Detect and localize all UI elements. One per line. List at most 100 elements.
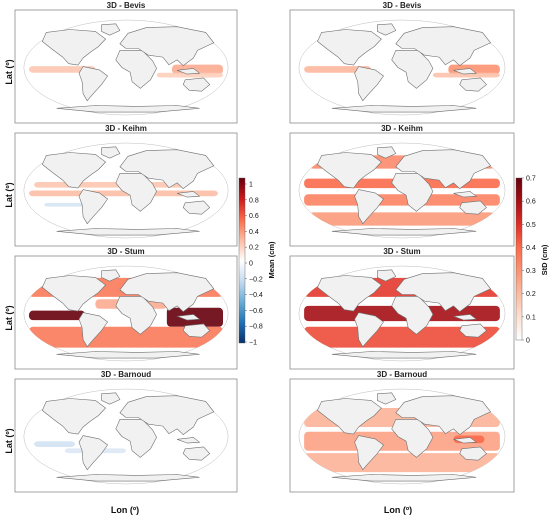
panel-1-std-greenland xyxy=(376,23,397,36)
panel-4-std: 3D - Barnoud xyxy=(289,370,515,493)
panel-3-mean-north-america xyxy=(41,275,107,312)
std-colorbar-tick-label: 0.1 xyxy=(526,314,536,321)
panel-4-std-eurasia xyxy=(395,395,492,435)
panel-3-mean-africa xyxy=(115,296,157,335)
panel-2-mean-title: 3D - Keihm xyxy=(105,124,147,133)
y-axis-label-row-4: Lat (º) xyxy=(4,428,14,453)
panel-2-mean-band-3 xyxy=(44,202,86,207)
std-colorbar-label: StD (cm) xyxy=(540,244,549,275)
panel-1-mean-australia xyxy=(182,77,211,92)
panel-3-std-south-america xyxy=(354,312,384,348)
panel-1-mean-band-3 xyxy=(156,72,224,78)
panel-1-mean-title: 3D - Bevis xyxy=(107,1,146,10)
x-axis-label-left: Lon (º) xyxy=(111,505,139,515)
panel-3-mean-australia xyxy=(182,323,211,338)
panel-2-mean-band-1 xyxy=(34,181,188,188)
panel-4-std-greenland xyxy=(376,392,397,405)
panel-1-std-antarctica xyxy=(331,105,477,113)
panel-4-std-north-america xyxy=(317,398,382,435)
panel-3-mean-south-america xyxy=(78,312,109,348)
panel-1-std-title: 3D - Bevis xyxy=(383,1,422,10)
panel-1-std-north-america xyxy=(317,29,382,66)
panel-grid: 3D - Bevis 3D - Bevis 3D - Keihm 3D - Keihm… xyxy=(14,1,515,493)
panel-2-mean-australia xyxy=(182,200,211,215)
std-colorbar-tick-label: 0.4 xyxy=(526,245,536,252)
panel-3-mean-title: 3D - Stum xyxy=(107,247,144,256)
panel-4-std-south-america xyxy=(354,435,384,471)
panel-3-mean-band-2 xyxy=(28,310,86,321)
panel-3-mean-eurasia xyxy=(119,272,215,312)
panel-4-mean-band-1 xyxy=(34,441,75,447)
panel-2-std: 3D - Keihm xyxy=(289,124,515,247)
panel-3-mean-continents xyxy=(41,269,215,359)
std-colorbar: 0.7 0.6 0.5 0.4 0.3 0.2 0.1 0 StD (cm) xyxy=(515,176,549,345)
mean-colorbar-tick-label: 1 xyxy=(249,182,253,189)
panel-3-mean-band-4 xyxy=(28,326,224,348)
panel-2-std-greenland xyxy=(376,146,397,159)
std-colorbar-tick-label: 0.7 xyxy=(526,176,536,183)
panel-1-std: 3D - Bevis xyxy=(289,1,515,124)
panel-3-std-indonesia xyxy=(453,314,478,321)
panel-1-std-australia xyxy=(459,77,487,92)
panel-2-std-indonesia xyxy=(453,191,478,198)
panel-3-std-title: 3D - Stum xyxy=(383,247,420,256)
panel-3-std-australia xyxy=(459,323,487,338)
panel-2-mean-continents xyxy=(41,146,215,236)
panel-2-std-australia xyxy=(459,200,487,215)
panel-4-mean-eurasia xyxy=(119,395,215,435)
std-colorbar-tick-label: 0.2 xyxy=(526,291,536,298)
panel-4-mean: 3D - Barnoud xyxy=(14,370,238,493)
panel-1-mean-eurasia xyxy=(119,26,215,66)
panel-3-std-antarctica xyxy=(331,351,477,359)
y-axis-label-row-3: Lat (º) xyxy=(4,305,14,330)
mean-colorbar-tick-label: 0.2 xyxy=(249,245,259,252)
mean-colorbar-tick-label: 0.8 xyxy=(249,197,259,204)
y-axis-labels: Lat (º) Lat (º) Lat (º) Lat (º) xyxy=(4,59,14,453)
panel-2-mean-band-2 xyxy=(28,190,218,197)
panel-1-mean-continents xyxy=(41,23,215,113)
panel-3-mean: 3D - Stum xyxy=(14,247,238,370)
mean-colorbar-tick-label: 0.6 xyxy=(249,213,259,220)
mean-colorbar-bar xyxy=(238,177,246,344)
std-colorbar-tick-label: 0.6 xyxy=(526,199,536,206)
std-colorbar-tick-label: 0.5 xyxy=(526,222,536,229)
panel-2-std-band-3 xyxy=(304,194,500,206)
y-axis-label-row-1: Lat (º) xyxy=(4,59,14,84)
panel-1-std-indonesia xyxy=(453,68,478,75)
panel-2-std-band-4 xyxy=(309,212,495,226)
panel-1-std-field xyxy=(304,64,500,78)
mean-colorbar-ticks: 1 0.8 0.6 0.4 0.2 0 −0.2 −0.4 −0.6 −0.8 −1 xyxy=(245,182,263,347)
panel-4-mean-antarctica xyxy=(56,474,200,482)
mean-colorbar-tick-label: −0.2 xyxy=(249,276,263,283)
mean-colorbar-label: Mean (cm) xyxy=(267,241,276,279)
panel-3-std-eurasia xyxy=(395,272,492,312)
mean-colorbar-tick-label: −0.4 xyxy=(249,292,263,299)
panel-4-std-indonesia xyxy=(453,437,478,444)
panel-4-std-band-3 xyxy=(304,453,500,473)
mean-colorbar-tick-label: 0 xyxy=(249,261,253,268)
panel-2-mean-north-america xyxy=(41,152,107,189)
mean-colorbar-tick-label: −0.6 xyxy=(249,308,263,315)
panel-2-mean-greenland xyxy=(101,146,121,159)
panel-1-mean-antarctica xyxy=(56,105,200,113)
panel-2-std-south-america xyxy=(354,189,384,225)
panel-1-std-south-america xyxy=(354,66,384,102)
panel-3-std-africa xyxy=(391,296,434,335)
panel-1-mean-north-america xyxy=(41,29,107,66)
panel-1-mean-indonesia xyxy=(176,68,201,75)
panel-1-mean-africa xyxy=(115,50,157,89)
panel-3-mean-greenland xyxy=(101,269,121,282)
panel-2-mean-south-america xyxy=(78,189,109,225)
y-axis-label-row-2: Lat (º) xyxy=(4,182,14,207)
panel-2-std-eurasia xyxy=(395,149,492,189)
panel-2-mean-indonesia xyxy=(176,191,201,198)
panel-3-std-north-america xyxy=(317,275,382,312)
mean-colorbar-tick-label: 0.4 xyxy=(249,229,259,236)
panel-3-std: 3D - Stum xyxy=(289,247,515,370)
panel-3-mean-indonesia xyxy=(176,314,201,321)
panel-4-mean-greenland xyxy=(101,392,121,405)
panel-2-std-africa xyxy=(391,173,434,212)
panel-4-std-band-2 xyxy=(304,431,500,451)
panel-1-std-africa xyxy=(391,50,434,89)
